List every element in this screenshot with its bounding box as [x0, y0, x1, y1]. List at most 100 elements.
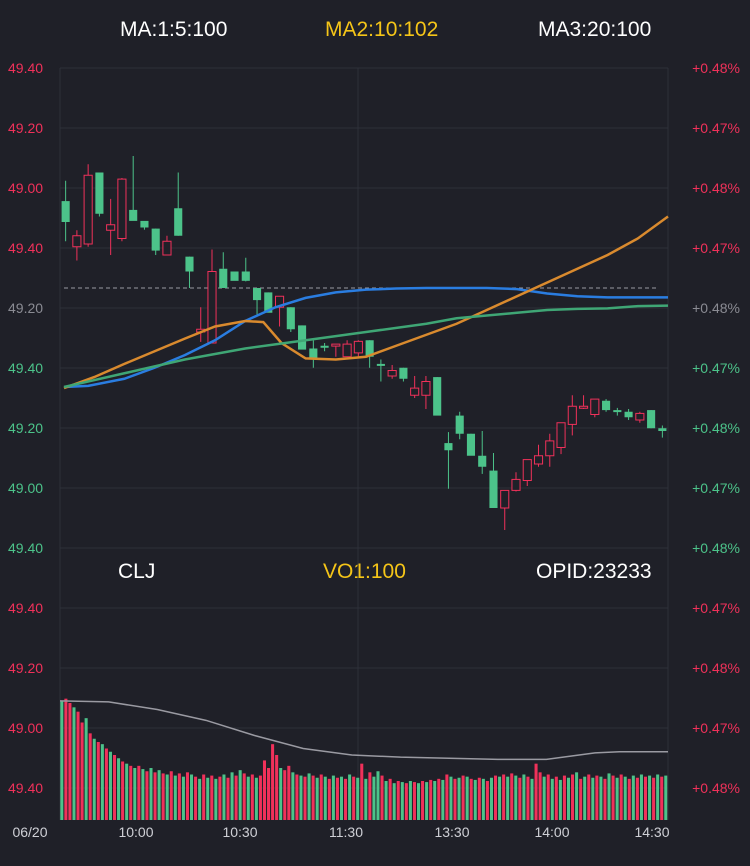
volume-bar	[76, 711, 80, 820]
candle-body-up	[117, 178, 127, 240]
volume-bar	[287, 765, 291, 820]
volume-bar	[84, 718, 88, 820]
volume-bar	[92, 738, 96, 820]
volume-bar	[299, 775, 303, 820]
volume-bar	[238, 770, 242, 820]
price-tick-left: 49.40	[8, 240, 43, 256]
volume-bar	[595, 775, 599, 820]
volume-bar	[104, 748, 108, 820]
volume-bar	[404, 783, 408, 820]
volume-bar	[639, 774, 643, 820]
volume-bar	[125, 763, 129, 820]
candle-body-up	[106, 224, 116, 231]
volume-bar	[652, 777, 656, 820]
candle-body-up	[533, 455, 544, 465]
candle-body-down	[376, 363, 385, 366]
volume-bar	[129, 765, 133, 820]
volume-bar	[643, 776, 648, 820]
price-tick-right: +0.48%	[692, 540, 740, 556]
candle-body-down	[320, 345, 329, 348]
candle-body-up	[579, 405, 589, 409]
volume-bar	[149, 768, 153, 820]
volume-bar	[230, 772, 234, 820]
volume-bar	[165, 774, 169, 820]
volume-bar	[372, 776, 376, 820]
volume-bar	[416, 783, 421, 820]
volume-bar	[279, 768, 283, 820]
volume-bar	[599, 776, 603, 820]
volume-bar	[457, 777, 461, 820]
volume-bar	[169, 771, 173, 820]
volume-bar	[579, 778, 583, 820]
volume-bar	[534, 763, 538, 820]
candle-body-down	[95, 172, 104, 214]
volume-bar	[421, 781, 425, 820]
candle-body-down	[433, 377, 442, 416]
price-tick-left: 49.40	[8, 360, 43, 376]
candle-body-down	[602, 400, 611, 411]
price-tick-right: +0.47%	[692, 480, 740, 496]
ma2-legend: MA2:10:102	[325, 18, 439, 41]
candle-body-down	[151, 228, 160, 251]
volume-bar	[441, 779, 445, 820]
volume-bar	[506, 776, 510, 820]
time-label: 06/20	[12, 824, 47, 840]
volume-bar	[356, 777, 360, 820]
candle-body-up	[500, 489, 510, 509]
volume-bar	[554, 776, 558, 820]
volume-bar	[591, 777, 595, 820]
volume-bar	[494, 775, 498, 820]
volume-bar	[206, 777, 210, 820]
volume-bar	[319, 774, 323, 820]
volume-bar	[664, 775, 668, 820]
candle-body-up	[556, 422, 566, 448]
candle-body-up	[353, 340, 363, 354]
clj-legend: CLJ	[118, 560, 156, 583]
volume-bar	[477, 777, 481, 820]
volume-bar	[530, 778, 534, 820]
volume-bar	[566, 777, 571, 820]
volume-bar	[631, 775, 635, 820]
vo1-legend: VO1:100	[323, 560, 406, 583]
volume-bar	[611, 775, 615, 820]
candle-body-up	[331, 343, 341, 347]
volume-bar	[108, 751, 112, 820]
candle-body-up	[207, 271, 217, 344]
volume-bar	[384, 781, 388, 820]
volume-bar	[445, 774, 449, 820]
volume-bar	[615, 777, 619, 820]
volume-bar	[96, 742, 100, 820]
volume-bar	[80, 722, 84, 820]
volume-bar	[173, 775, 177, 820]
volume-bar	[177, 773, 181, 820]
volume-bar	[542, 776, 546, 820]
volume-bar	[510, 773, 514, 820]
volume-bar	[408, 781, 412, 820]
volume-bar	[185, 772, 189, 820]
price-tick-right: +0.48%	[692, 180, 740, 196]
volume-bar	[635, 777, 639, 820]
volume-tick-left: 49.40	[8, 600, 43, 616]
volume-bar	[518, 777, 522, 820]
volume-bar	[469, 778, 473, 820]
volume-bar	[364, 778, 368, 820]
volume-tick-right: +0.47%	[692, 720, 740, 736]
volume-bar	[295, 774, 299, 820]
candle-body-down	[365, 340, 374, 357]
candle-body-down	[444, 443, 453, 451]
volume-bar	[603, 778, 607, 820]
volume-bar	[481, 778, 485, 820]
volume-bar	[489, 777, 493, 820]
volume-bar	[380, 775, 384, 820]
volume-bar	[275, 755, 279, 820]
volume-bar	[88, 733, 92, 820]
candle-body-down	[309, 348, 318, 360]
volume-bar	[283, 770, 287, 820]
time-label: 11:30	[329, 824, 363, 840]
volume-bar	[254, 777, 258, 820]
volume-bar	[315, 777, 319, 820]
volume-bar	[360, 763, 364, 820]
volume-bar	[429, 779, 433, 820]
candle-body-down	[286, 307, 295, 330]
